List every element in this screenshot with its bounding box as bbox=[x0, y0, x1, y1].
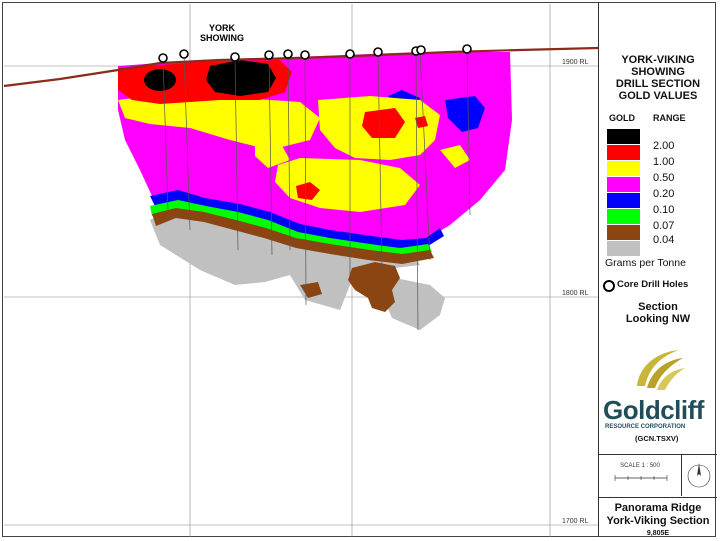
scale-label: SCALE 1 : 500 bbox=[620, 463, 660, 469]
swatch-blue bbox=[607, 193, 640, 208]
legend-col-gold: GOLD bbox=[609, 113, 635, 123]
drill-hole-icon bbox=[603, 280, 615, 292]
rl-label-1700: 1700 RL bbox=[562, 518, 589, 525]
view-label-2: Looking NW bbox=[625, 313, 691, 325]
range-value-4: 0.20 bbox=[653, 188, 675, 200]
legend-title-4: GOLD VALUES bbox=[618, 90, 698, 102]
company-subtitle: RESOURCE CORPORATION bbox=[605, 424, 686, 430]
swatch-yellow bbox=[607, 161, 640, 176]
legend-panel: YORK-VIKING SHOWING DRILL SECTION GOLD V… bbox=[598, 2, 717, 537]
legend-title-3: DRILL SECTION bbox=[615, 78, 701, 90]
view-label-1: Section bbox=[638, 301, 678, 313]
north-arrow-icon bbox=[687, 463, 711, 488]
range-value-3: 0.50 bbox=[653, 172, 675, 184]
units-label: Grams per Tonne bbox=[605, 257, 686, 269]
scale-box bbox=[599, 454, 717, 498]
swatch-red bbox=[607, 145, 640, 160]
showing-label-1: YORK bbox=[209, 23, 236, 33]
swatch-grey bbox=[607, 241, 640, 256]
black-zone bbox=[144, 60, 276, 96]
company-ticker: (GCN.TSXV) bbox=[635, 434, 679, 443]
company-name: Goldcliff bbox=[603, 395, 704, 425]
range-value-1: 2.00 bbox=[653, 140, 675, 152]
rl-label-1900: 1900 RL bbox=[562, 59, 589, 66]
drill-hole-traces bbox=[162, 48, 471, 331]
range-value-2: 1.00 bbox=[653, 156, 675, 168]
holes-label: Core Drill Holes bbox=[617, 279, 689, 290]
footer-subtitle: York-Viking Section bbox=[606, 515, 710, 527]
swatch-magenta bbox=[607, 177, 640, 192]
showing-label-2: SHOWING bbox=[200, 33, 244, 43]
legend-col-range: RANGE bbox=[653, 113, 686, 123]
range-value-6: 0.07 bbox=[653, 220, 675, 232]
swatch-brown bbox=[607, 225, 640, 240]
swatch-black bbox=[607, 129, 640, 144]
range-value-5: 0.10 bbox=[653, 204, 675, 216]
drill-hole-collars bbox=[158, 44, 472, 63]
legend-title-2: SHOWING bbox=[631, 66, 685, 78]
brown-zone bbox=[152, 208, 434, 312]
topography-line bbox=[3, 46, 598, 88]
goldcliff-logo-icon bbox=[637, 350, 685, 390]
range-value-7: 0.04 bbox=[653, 234, 675, 246]
footer-easting: 9,805E bbox=[646, 530, 670, 537]
legend-title-1: YORK-VIKING bbox=[621, 54, 695, 66]
rl-label-1800: 1800 RL bbox=[562, 290, 589, 297]
scale-divider bbox=[681, 454, 682, 496]
green-zone bbox=[150, 200, 432, 256]
swatch-green bbox=[607, 209, 640, 224]
footer-title: Panorama Ridge bbox=[614, 502, 702, 514]
drill-section: YORK SHOWING 1900 RL 1800 RL 1700 RL bbox=[3, 4, 598, 537]
scale-bar-icon bbox=[614, 475, 668, 481]
